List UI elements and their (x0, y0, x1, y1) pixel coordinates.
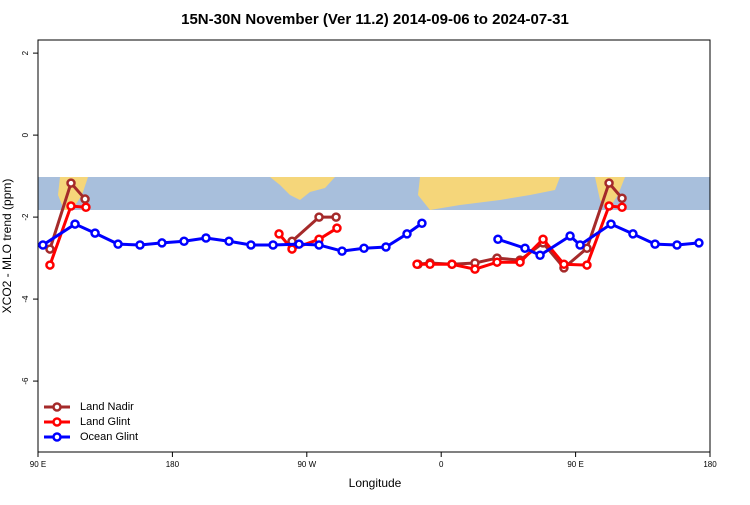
data-point (314, 240, 324, 250)
data-point (672, 240, 682, 250)
data-point (493, 234, 503, 244)
y-axis-label: XCO2 - MLO trend (ppm) (0, 179, 14, 314)
legend-label: Ocean Glint (80, 431, 138, 443)
x-axis-label: Longitude (349, 476, 402, 490)
data-point (332, 223, 342, 233)
y-tick-label: 0 (21, 132, 30, 137)
data-point (381, 242, 391, 252)
data-point (113, 239, 123, 249)
data-point (66, 201, 76, 211)
data-point (447, 259, 457, 269)
data-point (470, 264, 480, 274)
data-point (157, 238, 167, 248)
x-tick-label: 180 (703, 460, 717, 469)
x-tick-label: 90 E (30, 460, 46, 469)
data-point (90, 228, 100, 238)
y-tick-label: -6 (21, 377, 30, 385)
data-point (294, 239, 304, 249)
series-line (497, 222, 700, 257)
x-tick-label: 90 E (567, 460, 583, 469)
data-point (565, 231, 575, 241)
data-point (425, 259, 435, 269)
x-tick-label: 0 (439, 460, 444, 469)
data-point (520, 243, 530, 254)
data-point (45, 244, 55, 254)
data-point (604, 201, 614, 211)
data-point (604, 178, 614, 188)
series-line (291, 215, 337, 243)
data-point (331, 212, 341, 222)
data-point (617, 202, 627, 213)
map-band (38, 177, 710, 210)
x-tick-label: 90 W (297, 460, 316, 469)
data-point (66, 178, 76, 188)
y-tick-label: -2 (21, 213, 30, 221)
data-point (694, 238, 704, 248)
data-point (617, 193, 627, 203)
data-point (535, 250, 545, 260)
data-point (402, 229, 412, 239)
plot-frame (37, 39, 711, 453)
x-tick-label: 180 (166, 460, 180, 469)
data-point (359, 243, 369, 254)
data-point (650, 239, 660, 249)
data-point (70, 219, 80, 229)
data-point (628, 229, 638, 239)
chart-title: 15N-30N November (Ver 11.2) 2014-09-06 t… (181, 11, 569, 28)
data-point (492, 257, 502, 267)
legend-marker (52, 417, 62, 427)
data-point (582, 260, 592, 270)
data-point (314, 212, 324, 222)
data-point (246, 240, 256, 250)
data-point (417, 218, 427, 228)
data-point (179, 236, 189, 247)
data-point (45, 260, 55, 270)
data-point (287, 244, 297, 254)
legend-label: Land Glint (80, 416, 130, 428)
data-point (38, 240, 48, 250)
legend-marker (52, 402, 62, 412)
y-tick-label: 2 (21, 50, 30, 55)
data-point (606, 219, 616, 229)
data-point (81, 202, 91, 213)
data-point (135, 240, 145, 250)
legend-label: Land Nadir (80, 401, 134, 413)
data-point (412, 259, 422, 269)
data-point (559, 259, 569, 269)
data-point (274, 229, 284, 239)
data-point (575, 240, 585, 250)
data-point (337, 246, 347, 256)
data-point (80, 194, 90, 204)
data-point (224, 236, 234, 247)
legend-marker (52, 432, 62, 442)
data-point (201, 233, 211, 243)
data-point (515, 257, 525, 267)
data-point (538, 234, 548, 244)
y-tick-label: -4 (21, 295, 30, 303)
data-point (268, 240, 278, 250)
